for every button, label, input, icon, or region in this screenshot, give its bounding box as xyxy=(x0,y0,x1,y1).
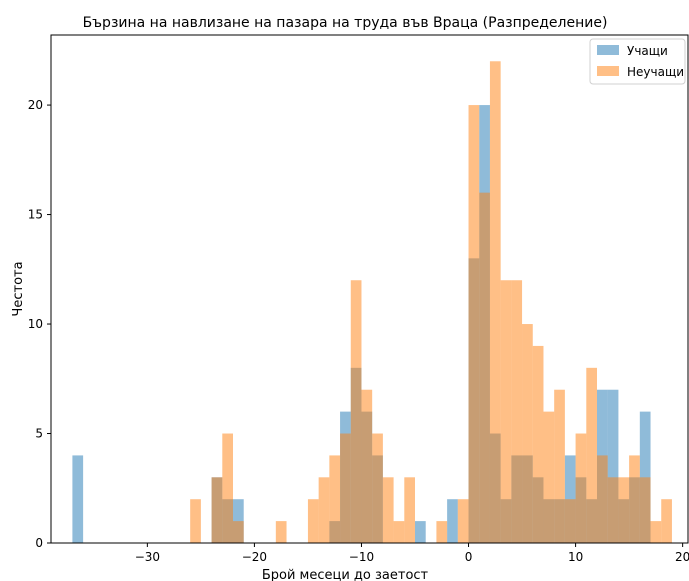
y-tick-label: 15 xyxy=(28,208,43,222)
y-axis-label: Честота xyxy=(11,261,26,316)
bar-non-students xyxy=(275,521,287,543)
bar-non-students xyxy=(543,411,555,543)
bar-non-students xyxy=(564,499,576,543)
bar-non-students xyxy=(222,433,233,543)
bar-students xyxy=(607,389,619,543)
bar-non-students xyxy=(575,433,587,543)
legend: Учащи Неучащи xyxy=(589,38,686,85)
x-tick-label: −10 xyxy=(349,550,374,564)
legend-swatch-students xyxy=(597,45,619,55)
bar-non-students xyxy=(500,280,512,543)
bar-non-students xyxy=(554,389,565,543)
y-axis: 0 5 10 15 20 xyxy=(28,98,51,550)
bar-students xyxy=(447,499,458,543)
bar-non-students xyxy=(457,499,469,543)
bar-non-students xyxy=(650,521,662,543)
bar-non-students xyxy=(597,455,608,543)
bar-non-students xyxy=(607,477,619,543)
bars-layer xyxy=(72,61,672,544)
x-tick-label: 10 xyxy=(568,550,583,564)
bar-non-students xyxy=(233,521,244,543)
y-tick-label: 10 xyxy=(28,317,43,331)
x-tick-label: −30 xyxy=(135,550,160,564)
plot-frame xyxy=(50,34,689,544)
bar-non-students xyxy=(629,455,640,543)
bar-non-students xyxy=(211,477,223,543)
bar-non-students xyxy=(522,324,533,543)
bar-non-students xyxy=(340,433,351,543)
bar-non-students xyxy=(468,105,480,543)
bar-non-students xyxy=(532,345,544,543)
bar-students xyxy=(72,455,84,543)
y-tick-label: 0 xyxy=(35,536,43,550)
bar-non-students xyxy=(404,477,415,543)
legend-label-students: Учащи xyxy=(627,44,668,58)
bar-non-students xyxy=(436,521,448,543)
bar-non-students xyxy=(586,367,597,543)
bar-non-students xyxy=(661,499,672,543)
chart-title: Бързина на навлизане на пазара на труда … xyxy=(83,15,608,31)
bar-non-students xyxy=(307,499,319,543)
bar-non-students xyxy=(639,477,651,543)
bar-non-students xyxy=(372,433,383,543)
y-tick-label: 5 xyxy=(35,427,43,441)
bar-non-students xyxy=(329,455,341,543)
bar-non-students xyxy=(393,521,405,543)
legend-label-non-students: Неучащи xyxy=(627,65,684,79)
bar-non-students xyxy=(318,477,330,543)
x-axis: −30 −20 −10 0 10 20 xyxy=(135,543,689,564)
x-tick-label: 20 xyxy=(675,550,689,564)
bar-students xyxy=(415,521,426,543)
x-tick-label: 0 xyxy=(465,550,473,564)
bar-non-students xyxy=(361,389,373,543)
bar-non-students xyxy=(511,280,523,543)
bar-non-students xyxy=(350,280,362,543)
x-tick-label: −20 xyxy=(242,550,267,564)
x-axis-label: Брой месеци до заетост xyxy=(262,568,429,581)
bar-non-students xyxy=(479,192,490,544)
bar-non-students xyxy=(618,477,630,543)
y-tick-label: 20 xyxy=(28,98,43,112)
legend-swatch-non-students xyxy=(597,66,619,76)
bar-non-students xyxy=(190,499,201,543)
bar-non-students xyxy=(489,61,501,543)
bar-non-students xyxy=(382,477,394,543)
